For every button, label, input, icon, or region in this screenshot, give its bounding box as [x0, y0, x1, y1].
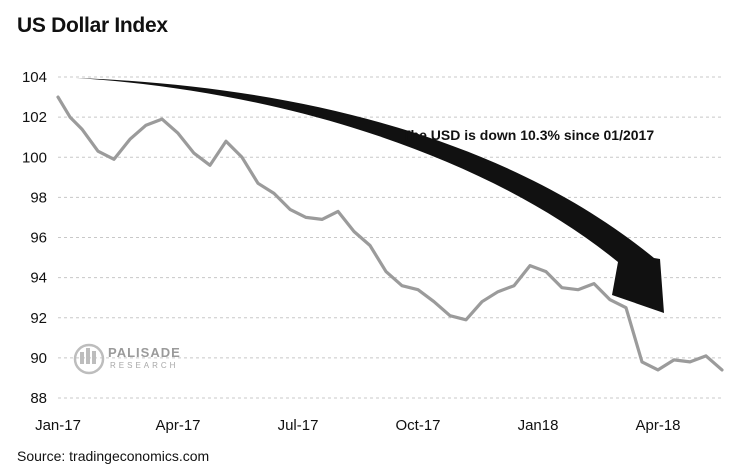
watermark-sub: RESEARCH [110, 361, 178, 370]
x-tick-label: Apr-18 [635, 417, 680, 434]
series-line [56, 95, 724, 372]
trend-arrow [76, 78, 664, 313]
annotation-text: The USD is down 10.3% since 01/2017 [402, 127, 654, 143]
watermark-name: PALISADE [108, 345, 181, 360]
chart-title: US Dollar Index [17, 14, 168, 37]
x-tick-label: Jan-17 [35, 417, 81, 434]
source-credit: Source: tradingeconomics.com [17, 448, 210, 464]
x-tick-label: Oct-17 [395, 417, 440, 434]
y-tick-label: 102 [22, 109, 47, 126]
palisade-logo-icon [73, 343, 105, 375]
x-tick-label: Jan18 [518, 417, 559, 434]
y-tick-label: 96 [30, 230, 47, 247]
x-tick-label: Apr-17 [155, 417, 200, 434]
y-tick-label: 92 [30, 310, 47, 327]
y-tick-label: 90 [30, 350, 47, 367]
y-tick-label: 104 [22, 69, 47, 86]
y-tick-label: 98 [30, 189, 47, 206]
palisade-watermark: PALISADE RESEARCH [73, 343, 181, 375]
y-tick-label: 100 [22, 149, 47, 166]
x-tick-label: Jul-17 [278, 417, 319, 434]
y-tick-label: 88 [30, 390, 47, 407]
y-tick-label: 94 [30, 270, 47, 287]
